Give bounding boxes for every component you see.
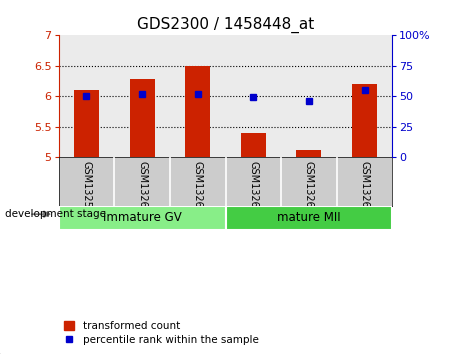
Bar — [296, 150, 322, 157]
Title: GDS2300 / 1458448_at: GDS2300 / 1458448_at — [137, 16, 314, 33]
Text: GSM132659: GSM132659 — [249, 161, 258, 220]
Bar — [129, 79, 155, 157]
Bar — [74, 90, 99, 157]
Text: GSM132592: GSM132592 — [82, 161, 92, 220]
Bar — [241, 133, 266, 157]
Legend: transformed count, percentile rank within the sample: transformed count, percentile rank withi… — [64, 321, 258, 345]
Text: development stage: development stage — [5, 209, 106, 219]
Text: mature MII: mature MII — [277, 211, 341, 224]
Bar — [226, 206, 392, 230]
Bar — [59, 206, 226, 230]
Text: immature GV: immature GV — [103, 211, 181, 224]
Bar — [185, 66, 210, 157]
Text: GSM132660: GSM132660 — [304, 161, 314, 220]
Text: GSM132658: GSM132658 — [193, 161, 202, 220]
Text: GSM132657: GSM132657 — [137, 161, 147, 220]
Bar — [352, 84, 377, 157]
Text: GSM132661: GSM132661 — [359, 161, 369, 220]
